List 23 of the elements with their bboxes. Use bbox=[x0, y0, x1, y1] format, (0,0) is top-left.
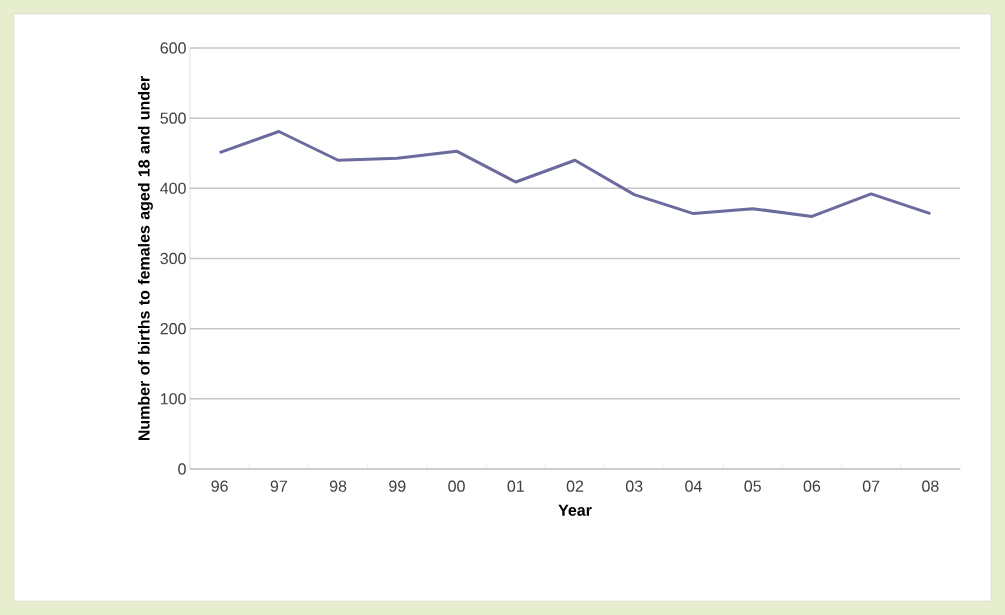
y-tick-label: 600 bbox=[160, 42, 186, 54]
x-tick-label: 96 bbox=[211, 480, 228, 492]
x-tick-label: 08 bbox=[922, 480, 939, 492]
y-tick-label: 0 bbox=[178, 463, 186, 475]
x-tick-label: 00 bbox=[448, 480, 465, 492]
y-tick-label: 300 bbox=[160, 252, 186, 265]
x-tick-label: 04 bbox=[685, 480, 702, 492]
y-tick-label: 400 bbox=[160, 182, 186, 194]
x-tick-label: 02 bbox=[566, 480, 584, 492]
x-tick-label: 99 bbox=[389, 480, 406, 492]
y-tick-label: 100 bbox=[161, 393, 186, 405]
y-tick-label: 500 bbox=[160, 112, 186, 124]
x-tick-label: 07 bbox=[862, 480, 880, 492]
y-axis-title: Number of births to females aged 18 and under bbox=[137, 76, 153, 441]
x-axis-title: Year bbox=[558, 504, 592, 516]
y-tick-label: 200 bbox=[160, 323, 186, 335]
x-tick-label: 98 bbox=[329, 480, 347, 492]
x-tick-label: 05 bbox=[744, 480, 761, 492]
x-tick-label: 01 bbox=[507, 480, 524, 492]
x-tick-label: 06 bbox=[803, 480, 821, 492]
x-tick-label: 97 bbox=[270, 480, 287, 492]
line-series bbox=[218, 129, 932, 218]
x-tick-label: 03 bbox=[625, 480, 643, 492]
